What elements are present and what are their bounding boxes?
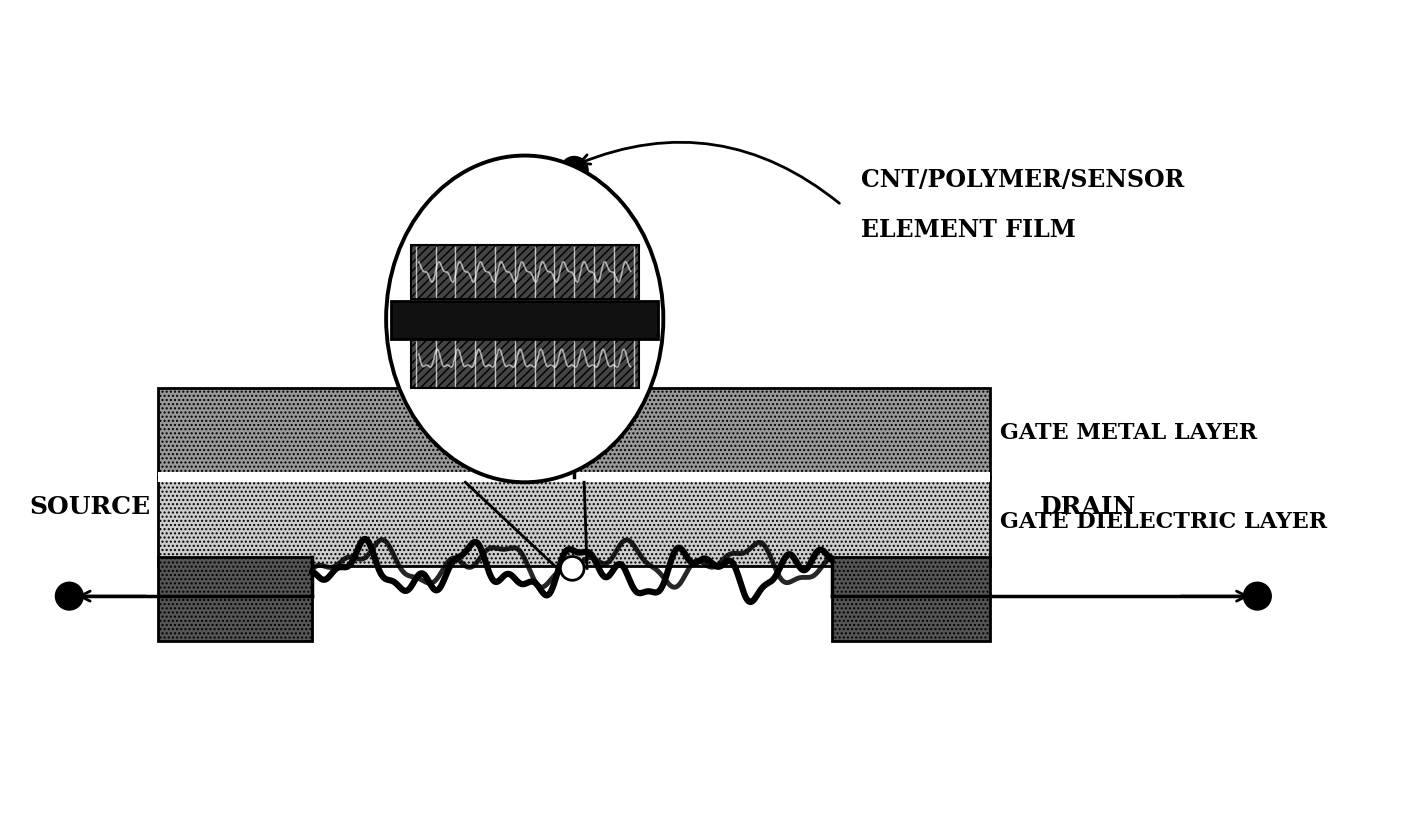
Circle shape bbox=[561, 556, 585, 580]
Bar bbox=[158, 556, 312, 640]
Bar bbox=[391, 301, 658, 339]
Bar bbox=[411, 245, 638, 299]
Bar bbox=[411, 334, 638, 389]
Text: SOURCE: SOURCE bbox=[30, 495, 151, 519]
Text: ELEMENT FILM: ELEMENT FILM bbox=[861, 218, 1076, 242]
Text: GATE METAL LAYER: GATE METAL LAYER bbox=[1000, 422, 1257, 443]
Circle shape bbox=[561, 156, 587, 184]
Circle shape bbox=[55, 582, 83, 610]
Text: CNT/POLYMER/SENSOR: CNT/POLYMER/SENSOR bbox=[861, 169, 1185, 192]
Text: DRAIN: DRAIN bbox=[1039, 495, 1135, 519]
Ellipse shape bbox=[385, 155, 664, 483]
Text: GATE: GATE bbox=[535, 210, 613, 234]
Text: GATE DIELECTRIC LAYER: GATE DIELECTRIC LAYER bbox=[1000, 511, 1327, 533]
Circle shape bbox=[1244, 582, 1271, 610]
Bar bbox=[158, 478, 990, 566]
Bar bbox=[158, 389, 990, 478]
Bar bbox=[158, 472, 990, 483]
Bar bbox=[832, 556, 990, 640]
